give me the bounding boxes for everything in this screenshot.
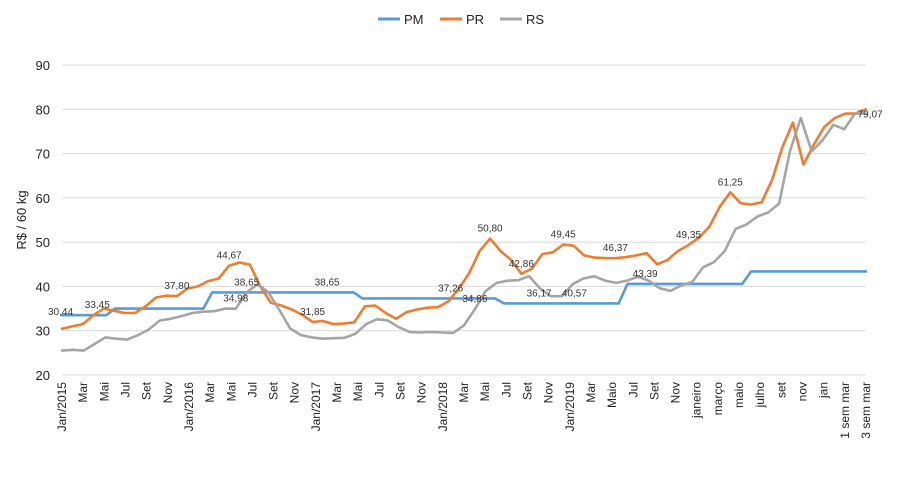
data-label: 30,44 — [48, 307, 73, 318]
y-axis-ticks: 20 30 40 50 60 70 80 90 — [36, 58, 50, 383]
data-label: 40,57 — [562, 288, 587, 299]
y-tick-label: 70 — [36, 147, 50, 162]
data-label: 37,26 — [438, 283, 463, 294]
data-label: 43,39 — [633, 269, 658, 280]
x-tick-label: 1 sem mar — [838, 382, 852, 439]
data-label: 49,35 — [676, 230, 701, 241]
x-tick-label: Nov — [415, 382, 429, 403]
x-tick-label: Nov — [542, 382, 556, 403]
y-tick-label: 60 — [36, 191, 50, 206]
y-tick-label: 20 — [36, 368, 50, 383]
legend-label-pm: PM — [404, 12, 424, 27]
x-tick-label: Jan/2016 — [182, 382, 196, 432]
x-tick-label: Jul — [499, 382, 513, 397]
legend-label-pr: PR — [466, 12, 484, 27]
data-label: 61,25 — [718, 177, 743, 188]
y-tick-label: 30 — [36, 324, 50, 339]
x-tick-label: Mar — [203, 382, 217, 403]
x-tick-label: Jul — [245, 382, 259, 397]
y-tick-label: 90 — [36, 58, 50, 73]
y-tick-label: 50 — [36, 235, 50, 250]
x-tick-label: Nov — [669, 382, 683, 403]
x-tick-label: Jul — [119, 382, 133, 397]
data-label: 44,67 — [217, 251, 242, 262]
x-tick-label: julho — [753, 382, 767, 409]
x-tick-label: Set — [521, 381, 535, 400]
data-label: 46,37 — [603, 243, 628, 254]
data-label: 79,07 — [858, 109, 883, 120]
x-tick-label: Mai — [97, 382, 111, 401]
data-label: 49,45 — [551, 230, 576, 241]
series-line-rs — [60, 112, 868, 352]
data-label: 31,85 — [300, 307, 325, 318]
x-tick-label: Set — [267, 381, 281, 400]
x-tick-label: set — [774, 381, 788, 398]
x-tick-label: Set — [647, 381, 661, 400]
y-axis-label: R$ / 60 kg — [14, 190, 29, 249]
data-label: 36,17 — [527, 288, 552, 299]
x-tick-label: Jan/2019 — [563, 382, 577, 432]
x-tick-label: Jan/2018 — [436, 382, 450, 432]
x-tick-label: Nov — [288, 382, 302, 403]
legend-label-rs: RS — [526, 12, 544, 27]
series-line-pm — [60, 270, 868, 317]
data-label: 33,45 — [85, 300, 110, 311]
grid-lines — [62, 64, 866, 376]
series-lines — [60, 108, 868, 352]
x-tick-label: Maio — [605, 382, 619, 408]
data-label: 50,80 — [478, 224, 503, 235]
x-tick-label: Jul — [626, 382, 640, 397]
x-tick-label: maio — [732, 382, 746, 408]
y-tick-label: 80 — [36, 102, 50, 117]
x-axis-ticks: Jan/2015 Mar Mai Jul Set Nov Jan/2016 Mar Mai Jul… — [55, 381, 873, 438]
legend: PM PR RS — [378, 12, 544, 27]
data-label: 42,86 — [509, 259, 534, 270]
data-label: 37,80 — [164, 281, 189, 292]
x-tick-label: janeiro — [690, 382, 704, 419]
x-tick-label: nov — [796, 382, 810, 401]
x-tick-label: Mai — [478, 382, 492, 401]
y-tick-label: 40 — [36, 279, 50, 294]
data-label: 38,65 — [234, 277, 259, 288]
series-line-pr — [60, 108, 868, 331]
x-tick-label: 3 sem mar — [859, 382, 873, 439]
data-label: 34,86 — [462, 294, 487, 305]
x-tick-label: Mar — [330, 382, 344, 403]
x-tick-label: Mar — [457, 382, 471, 403]
x-tick-label: Mai — [224, 382, 238, 401]
x-tick-label: Set — [140, 381, 154, 400]
x-tick-label: Mar — [584, 382, 598, 403]
x-tick-label: Jul — [372, 382, 386, 397]
x-tick-label: Jan/2015 — [55, 382, 69, 432]
data-label: 38,65 — [315, 277, 340, 288]
data-labels: 30,44 33,45 37,80 44,67 38,65 34,98 31,85 38,65… — [48, 109, 883, 318]
x-tick-label: Nov — [161, 382, 175, 403]
x-tick-label: Mar — [76, 382, 90, 403]
x-tick-label: março — [711, 382, 725, 416]
x-tick-label: Set — [394, 381, 408, 400]
x-tick-label: Mai — [351, 382, 365, 401]
x-tick-label: Jan/2017 — [309, 382, 323, 432]
data-label: 34,98 — [223, 294, 248, 305]
x-tick-label: jan — [817, 382, 831, 399]
